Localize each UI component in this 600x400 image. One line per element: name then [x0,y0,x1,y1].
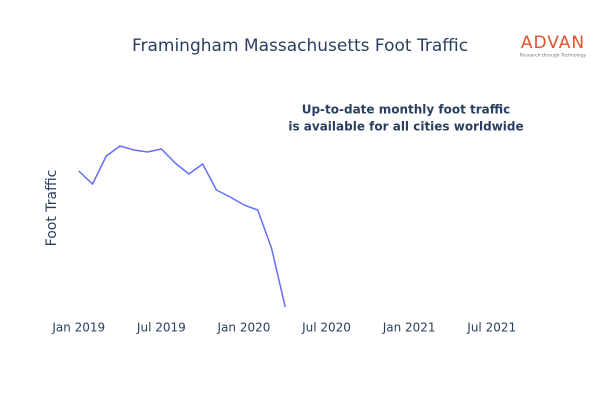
annotation: Up-to-date monthly foot traffic [302,103,511,117]
y-axis-title: Foot Traffic [44,170,60,247]
annotation: is available for all cities worldwide [288,120,523,134]
x-tick-label: Jul 2019 [136,321,186,335]
line [78,145,286,308]
x-tick-label: Jul 2020 [301,321,351,335]
logo-tagline: Research through Technology [520,53,587,59]
x-tick-label: Jan 2019 [51,321,105,335]
x-tick-label: Jan 2020 [217,321,271,335]
chart-title: Framingham Massachusetts Foot Traffic [132,36,468,56]
logo-name: ADVAN [521,33,585,53]
x-tick-label: Jan 2021 [382,321,436,335]
x-tick-label: Jul 2021 [466,321,516,335]
